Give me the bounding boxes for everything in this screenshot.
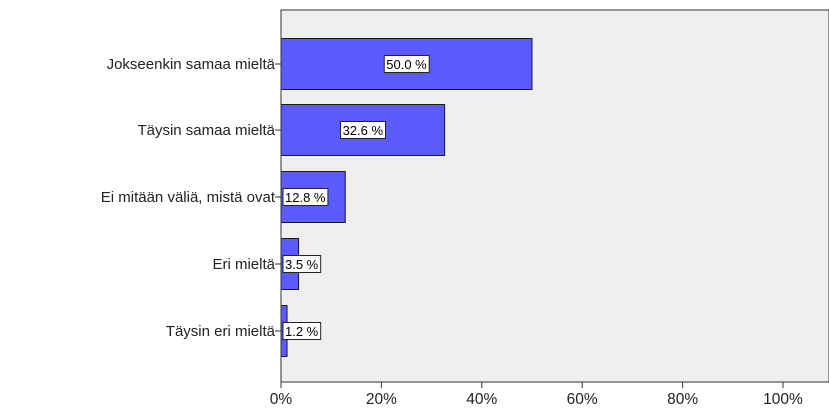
category-labels: Jokseenkin samaa mieltä Täysin samaa miel… [101, 56, 281, 340]
x-tick-label-4: 80% [667, 391, 698, 408]
x-tick-label-1: 20% [366, 391, 397, 408]
category-label-0: Jokseenkin samaa mieltä [107, 56, 276, 73]
x-tick-label-3: 60% [567, 391, 598, 408]
x-axis-ticks: 0% 20% 40% 60% 80% 100% [270, 382, 803, 408]
category-label-4: Täysin eri mieltä [166, 323, 276, 340]
data-labels: 50.0 % 32.6 % 12.8 % 3.5 % 1.2 % [282, 55, 430, 340]
category-label-3: Eri mieltä [212, 256, 275, 273]
data-label-box-1 [340, 121, 386, 139]
data-label-box-2 [282, 188, 329, 206]
data-label-3: 3.5 % [285, 257, 319, 272]
x-tick-label-5: 100% [763, 391, 803, 408]
data-label-box-3 [282, 255, 322, 273]
category-label-1: Täysin samaa mieltä [137, 122, 275, 139]
x-tick-label-0: 0% [270, 391, 293, 408]
data-label-box-4 [282, 322, 322, 340]
data-label-0: 50.0 % [386, 57, 427, 72]
data-label-2: 12.8 % [285, 190, 326, 205]
x-tick-label-2: 40% [466, 391, 497, 408]
data-label-box-0 [383, 55, 430, 73]
category-label-2: Ei mitään väliä, mistä ovat [101, 189, 276, 206]
data-label-1: 32.6 % [343, 123, 384, 138]
data-label-4: 1.2 % [285, 324, 319, 339]
